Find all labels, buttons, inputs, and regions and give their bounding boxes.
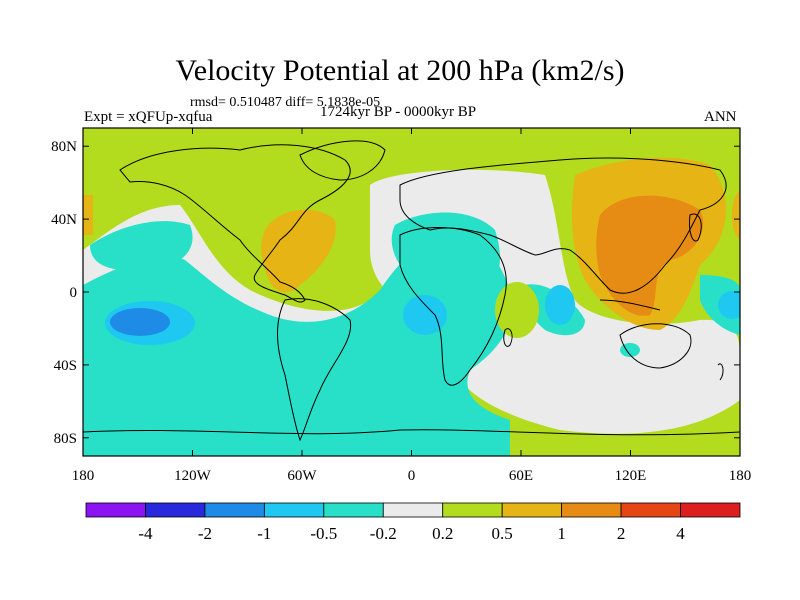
colorbar-swatch [501, 502, 563, 518]
colorbar-swatch [85, 502, 146, 518]
colorbar-swatch [323, 502, 384, 518]
colorbar-swatch [620, 502, 681, 518]
colorbar-label: 4 [676, 524, 685, 543]
latitude-axis: 80N 40N 0 40S 80S [51, 139, 740, 447]
colorbar-label: -1 [257, 524, 271, 543]
stats-label: rmsd= 0.510487 diff= 5.1838e-05 [190, 95, 381, 110]
map-title: Velocity Potential at 200 hPa (km2/s) [175, 54, 625, 87]
coastline-africa [399, 227, 507, 386]
negative-core-pacific-inner [110, 308, 170, 336]
coastline-indonesia [599, 299, 661, 311]
coastline-australia [619, 323, 692, 369]
negative-core-east-pacific [718, 291, 740, 319]
colorbar-swatch [263, 502, 325, 518]
colorbar-swatch [382, 502, 444, 518]
coastline-greenland [299, 140, 386, 181]
negative-core-australia [620, 343, 640, 357]
coastline-madagascar [503, 328, 513, 347]
positive-edge-east [732, 190, 740, 240]
colorbar-label: -0.2 [370, 524, 397, 543]
lon-label: 120E [615, 468, 647, 484]
lon-label: 180 [729, 468, 752, 484]
colorbar-label: 0.2 [432, 524, 453, 543]
coastline-japan [689, 213, 702, 242]
colorbar-swatch [145, 502, 206, 518]
colorbar-label: -2 [198, 524, 212, 543]
colorbar-label: 1 [557, 524, 566, 543]
coastline-eurasia [399, 157, 727, 294]
negative-region-tropical [90, 221, 193, 271]
positive-region-north-america [261, 209, 336, 293]
coastline-north-america [119, 144, 351, 303]
contour-field [83, 128, 740, 456]
lon-label: 0 [408, 468, 416, 484]
colorbar-swatch [561, 502, 622, 518]
coastlines [83, 140, 740, 442]
negative-core-indian [545, 285, 575, 325]
colorbar-swatch [204, 502, 265, 518]
season-label: ANN [704, 109, 737, 125]
colorbar: -4 -2 -1 -0.5 -0.2 0.2 0.5 1 2 4 [85, 502, 741, 543]
coastline-antarctica [83, 429, 740, 436]
coastline-south-america [277, 298, 352, 442]
lat-label: 80N [51, 139, 77, 155]
negative-core-atlantic [403, 295, 447, 335]
lat-label: 80S [54, 431, 77, 447]
colorbar-label: -0.5 [310, 524, 337, 543]
longitude-axis: 180 120W 60W 0 60E 120E 180 [72, 128, 752, 484]
lon-label: 120W [174, 468, 212, 484]
coastline-new-zealand [717, 363, 724, 381]
lat-label: 40N [51, 212, 77, 228]
experiment-label: Expt = xQFUp-xqfua [84, 109, 213, 125]
lat-label: 0 [70, 285, 78, 301]
colorbar-label: 0.5 [492, 524, 513, 543]
lon-label: 60E [509, 468, 533, 484]
period-label: 1724kyr BP - 0000kyr BP [320, 104, 477, 120]
colorbar-label: 2 [617, 524, 626, 543]
lon-label: 60W [287, 468, 317, 484]
positive-region-africa [495, 282, 539, 338]
negative-region-south [83, 230, 513, 456]
positive-core-east-asia [596, 195, 704, 316]
colorbar-swatch [442, 502, 503, 518]
colorbar-label: -4 [138, 524, 153, 543]
positive-edge-west [83, 195, 93, 235]
lon-label: 180 [72, 468, 95, 484]
lat-label: 40S [54, 358, 77, 374]
colorbar-swatch [680, 502, 741, 518]
